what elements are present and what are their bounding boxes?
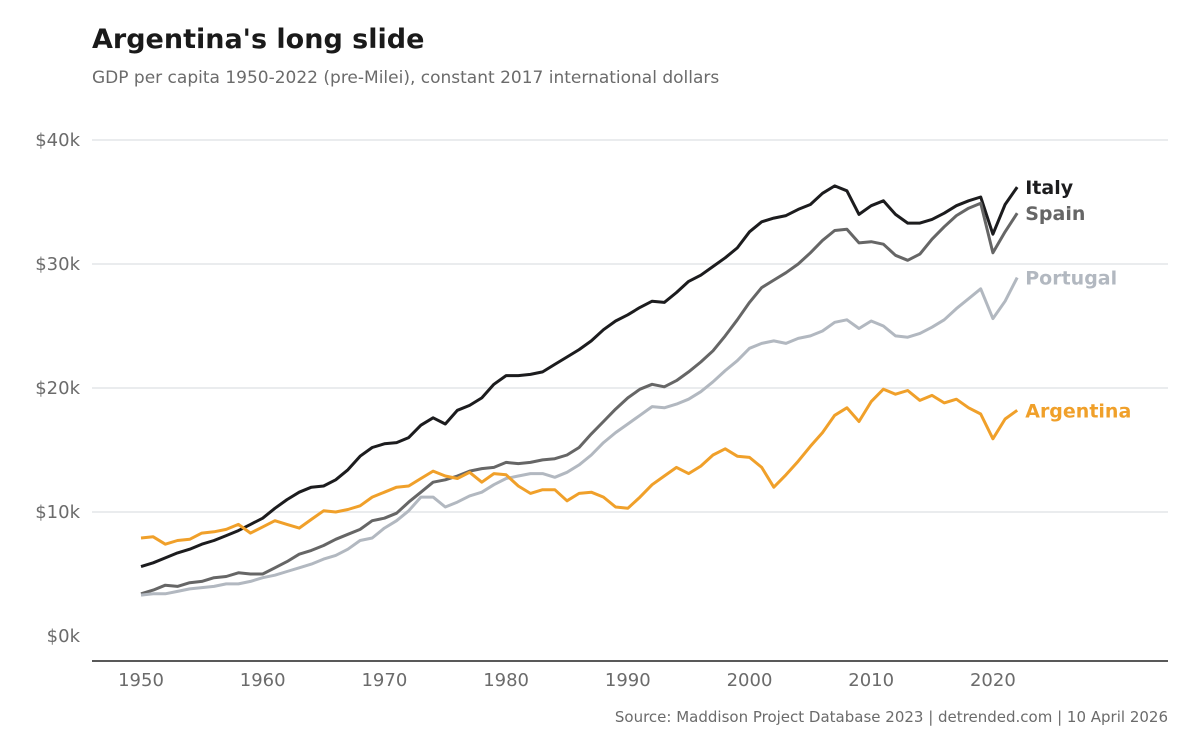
x-tick-label: 1960	[240, 670, 286, 691]
y-tick-label: $10k	[35, 502, 80, 523]
x-tick-label: 1990	[605, 670, 651, 691]
x-tick-label: 2010	[848, 670, 894, 691]
series-line-portugal	[140, 276, 1019, 597]
series-label-portugal: Portugal	[1025, 268, 1117, 290]
source-note: Source: Maddison Project Database 2023 |…	[614, 708, 1168, 726]
x-tick-label: 2020	[970, 670, 1016, 691]
series-line-argentina	[140, 387, 1019, 546]
series-line-italy	[140, 184, 1019, 569]
y-tick-label: $30k	[35, 254, 80, 275]
y-tick-label: $20k	[35, 378, 80, 399]
series-label-spain: Spain	[1025, 203, 1085, 225]
chart-title: Argentina's long slide	[92, 24, 425, 55]
chart-subtitle: GDP per capita 1950-2022 (pre-Milei), co…	[92, 68, 720, 88]
series-label-italy: Italy	[1025, 177, 1073, 199]
y-tick-label: $0k	[47, 626, 81, 647]
x-tick-label: 1970	[361, 670, 407, 691]
x-tick-label: 1950	[118, 670, 164, 691]
x-tick-label: 2000	[727, 670, 773, 691]
series-label-argentina: Argentina	[1025, 400, 1131, 422]
series-line-spain	[140, 201, 1019, 596]
x-tick-label: 1980	[483, 670, 529, 691]
y-tick-label: $40k	[35, 130, 80, 151]
